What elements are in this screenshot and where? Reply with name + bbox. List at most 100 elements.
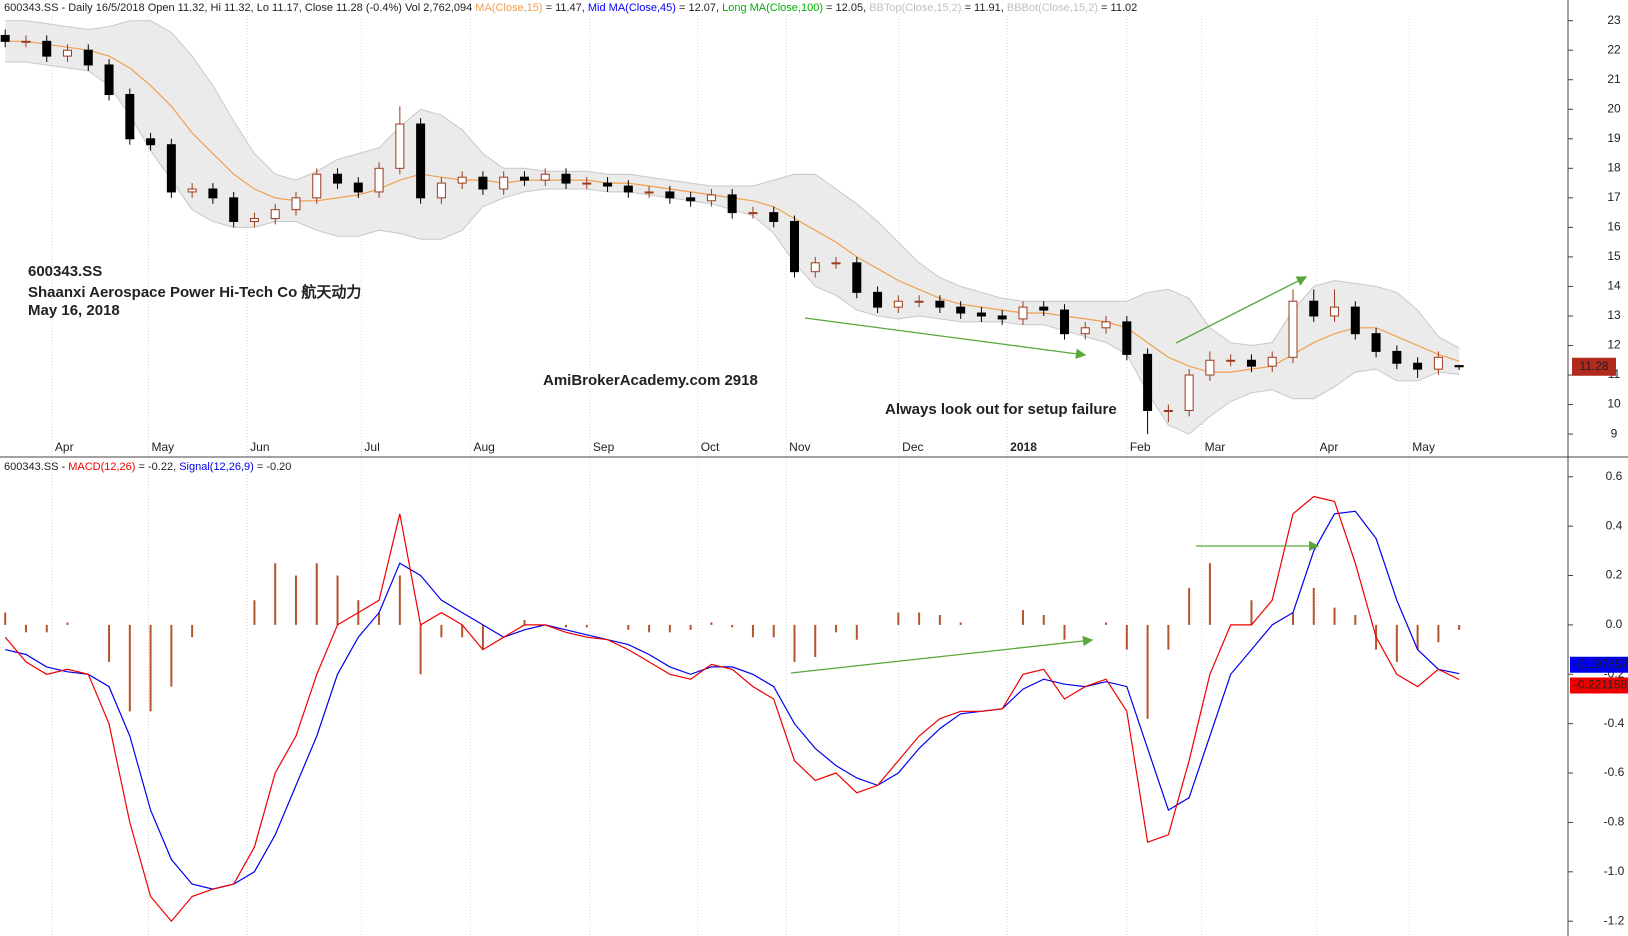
x-tick-label: Sep [593, 440, 615, 454]
y-tick-label: 23 [1607, 13, 1621, 27]
y-tick-label: 0.4 [1606, 518, 1623, 532]
candle-body [914, 300, 924, 303]
candle-body [1101, 321, 1111, 329]
candle-body [1143, 353, 1153, 411]
x-tick-label: Jun [250, 440, 269, 454]
candle-body [249, 218, 259, 222]
header-part: = -0.20 [254, 461, 292, 473]
candle-body [63, 49, 73, 57]
candle-body [0, 34, 10, 42]
x-tick-label: May [152, 440, 175, 454]
candle-body [1454, 365, 1464, 368]
y-tick-label: 9 [1611, 426, 1618, 440]
candle-body [1080, 327, 1090, 335]
candle-body [1309, 300, 1319, 317]
x-tick-label: Mar [1205, 440, 1226, 454]
candle-body [166, 144, 176, 193]
x-tick-label: Jul [364, 440, 379, 454]
candle-body [706, 194, 716, 202]
candle-body [416, 123, 426, 199]
annotation: AmiBrokerAcademy.com 2918 [543, 372, 758, 389]
candle-body [1288, 300, 1298, 358]
candle-body [1413, 362, 1423, 370]
x-tick-label: Nov [789, 440, 810, 454]
annotation: Always look out for setup failure [885, 401, 1117, 418]
x-tick-label: Apr [55, 440, 74, 454]
candle-body [644, 191, 654, 194]
candle-body [208, 188, 218, 199]
candle-body [125, 93, 135, 140]
header-part: = 11.91, [962, 2, 1007, 14]
y-tick-label: 0.6 [1606, 469, 1623, 483]
indicator-line [4, 495, 1460, 923]
candle-body [519, 176, 529, 181]
y-tick-label: 22 [1607, 42, 1621, 56]
candle-body [374, 167, 384, 193]
y-tick-label: 0.0 [1606, 617, 1623, 631]
candle-body [997, 315, 1007, 320]
y-tick-label: 18 [1607, 160, 1621, 174]
y-tick-label: 0.2 [1606, 568, 1623, 582]
candle-body [1184, 374, 1194, 411]
candle-body [1267, 356, 1277, 367]
candle-body [436, 182, 446, 199]
arrow [1175, 276, 1308, 344]
candle-body [810, 262, 820, 273]
y-tick-label: -1.0 [1604, 864, 1625, 878]
y-tick-label: 14 [1607, 279, 1621, 293]
candle-body [499, 176, 509, 190]
y-tick-label: 19 [1607, 131, 1621, 145]
x-tick-label: Dec [902, 440, 923, 454]
candle-body [83, 49, 93, 66]
header-part: BBTop(Close,15,2) [869, 2, 961, 14]
candle-body [229, 197, 239, 222]
candle-body [21, 40, 31, 43]
annotation: Shaanxi Aerospace Power Hi-Tech Co 航天动力 [28, 283, 361, 301]
last-price-label: 11.28 [1579, 359, 1608, 373]
x-tick-label: May [1412, 440, 1435, 454]
candle-body [769, 212, 779, 222]
annotation: May 16, 2018 [28, 302, 120, 319]
candle-body [1205, 359, 1215, 376]
candle-body [395, 123, 405, 169]
header-part: 600343.SS - [4, 461, 68, 473]
annotation: 600343.SS [28, 263, 102, 280]
candle-body [540, 173, 550, 181]
candle-body [1392, 350, 1402, 364]
candle-body [1039, 306, 1049, 311]
candle-body [1330, 306, 1340, 317]
y-tick-label: 12 [1607, 338, 1621, 352]
candle-body [457, 176, 467, 184]
candle-body [1226, 359, 1236, 362]
candle-body [665, 191, 675, 199]
header-part: Long MA(Close,100) [722, 2, 823, 14]
header-part: 600343.SS - Daily 16/5/2018 Open 11.32, … [4, 2, 475, 14]
candle-body [478, 176, 488, 190]
candle-body [1371, 333, 1381, 352]
candle-body [976, 312, 986, 317]
y-tick-label: 13 [1607, 308, 1621, 322]
x-tick-label: Apr [1320, 440, 1339, 454]
candle-body [104, 64, 114, 95]
x-tick-label: Aug [473, 440, 494, 454]
bollinger-band-line [5, 20, 1460, 349]
header-part: = 11.02 [1098, 2, 1137, 14]
x-tick-label: Oct [701, 440, 720, 454]
y-tick-label: 15 [1607, 249, 1621, 263]
candle-body [686, 197, 696, 202]
value-box [1570, 656, 1628, 673]
candle-body [270, 209, 280, 220]
header-part: MACD(12,26) [68, 461, 135, 473]
candle-body [353, 182, 363, 193]
candle-body [873, 291, 883, 308]
candle-body [187, 188, 197, 193]
y-tick-label: -1.2 [1604, 913, 1625, 927]
candle-body [1246, 359, 1256, 367]
candle-body [748, 212, 758, 215]
candle-body [831, 262, 841, 265]
header-part: BBBot(Close,15,2) [1007, 2, 1098, 14]
candle-body [333, 173, 343, 184]
value-boxes: -0.197857 -0.221158 [1570, 656, 1628, 694]
